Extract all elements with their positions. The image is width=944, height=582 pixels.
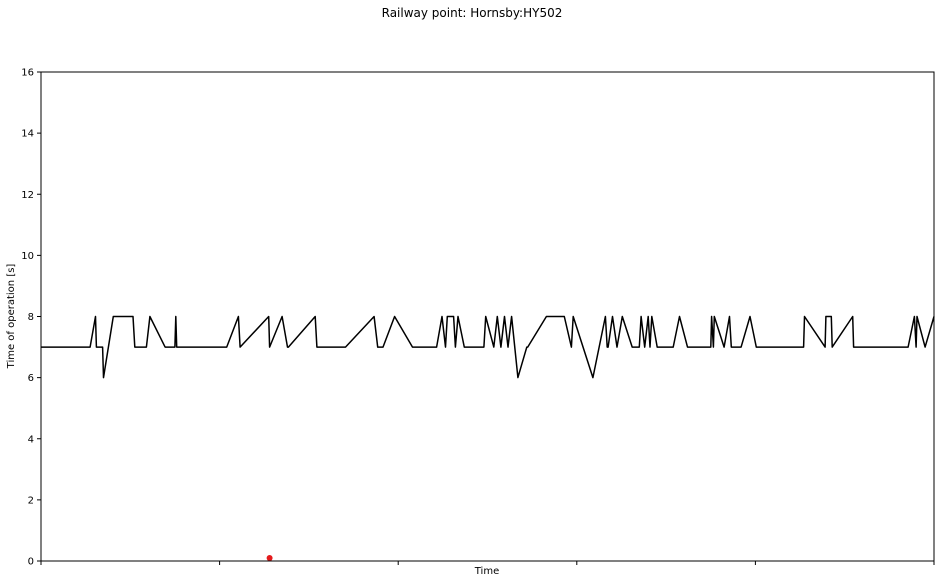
x-axis-label: Time [474, 566, 499, 577]
y-axis-label: Time of operation [s] [6, 264, 17, 370]
series-line [41, 315, 935, 379]
y-tick-label: 16 [21, 68, 34, 79]
x-axis-ticks [40, 561, 935, 565]
y-tick-label: 6 [28, 373, 34, 384]
y-tick-label: 14 [21, 129, 34, 140]
chart-title: Railway point: Hornsby:HY502 [382, 6, 563, 20]
data-point-marker [266, 554, 273, 561]
y-tick-label: 12 [21, 190, 34, 201]
y-tick-label: 2 [28, 495, 34, 506]
y-axis-ticks: 0 2 4 6 8 10 12 14 16 [21, 68, 41, 568]
y-tick-label: 8 [28, 312, 34, 323]
plot-area [41, 315, 935, 561]
y-tick-label: 10 [21, 251, 34, 262]
axes-frame [40, 71, 935, 562]
y-tick-label: 0 [28, 557, 34, 568]
y-tick-label: 4 [28, 434, 34, 445]
